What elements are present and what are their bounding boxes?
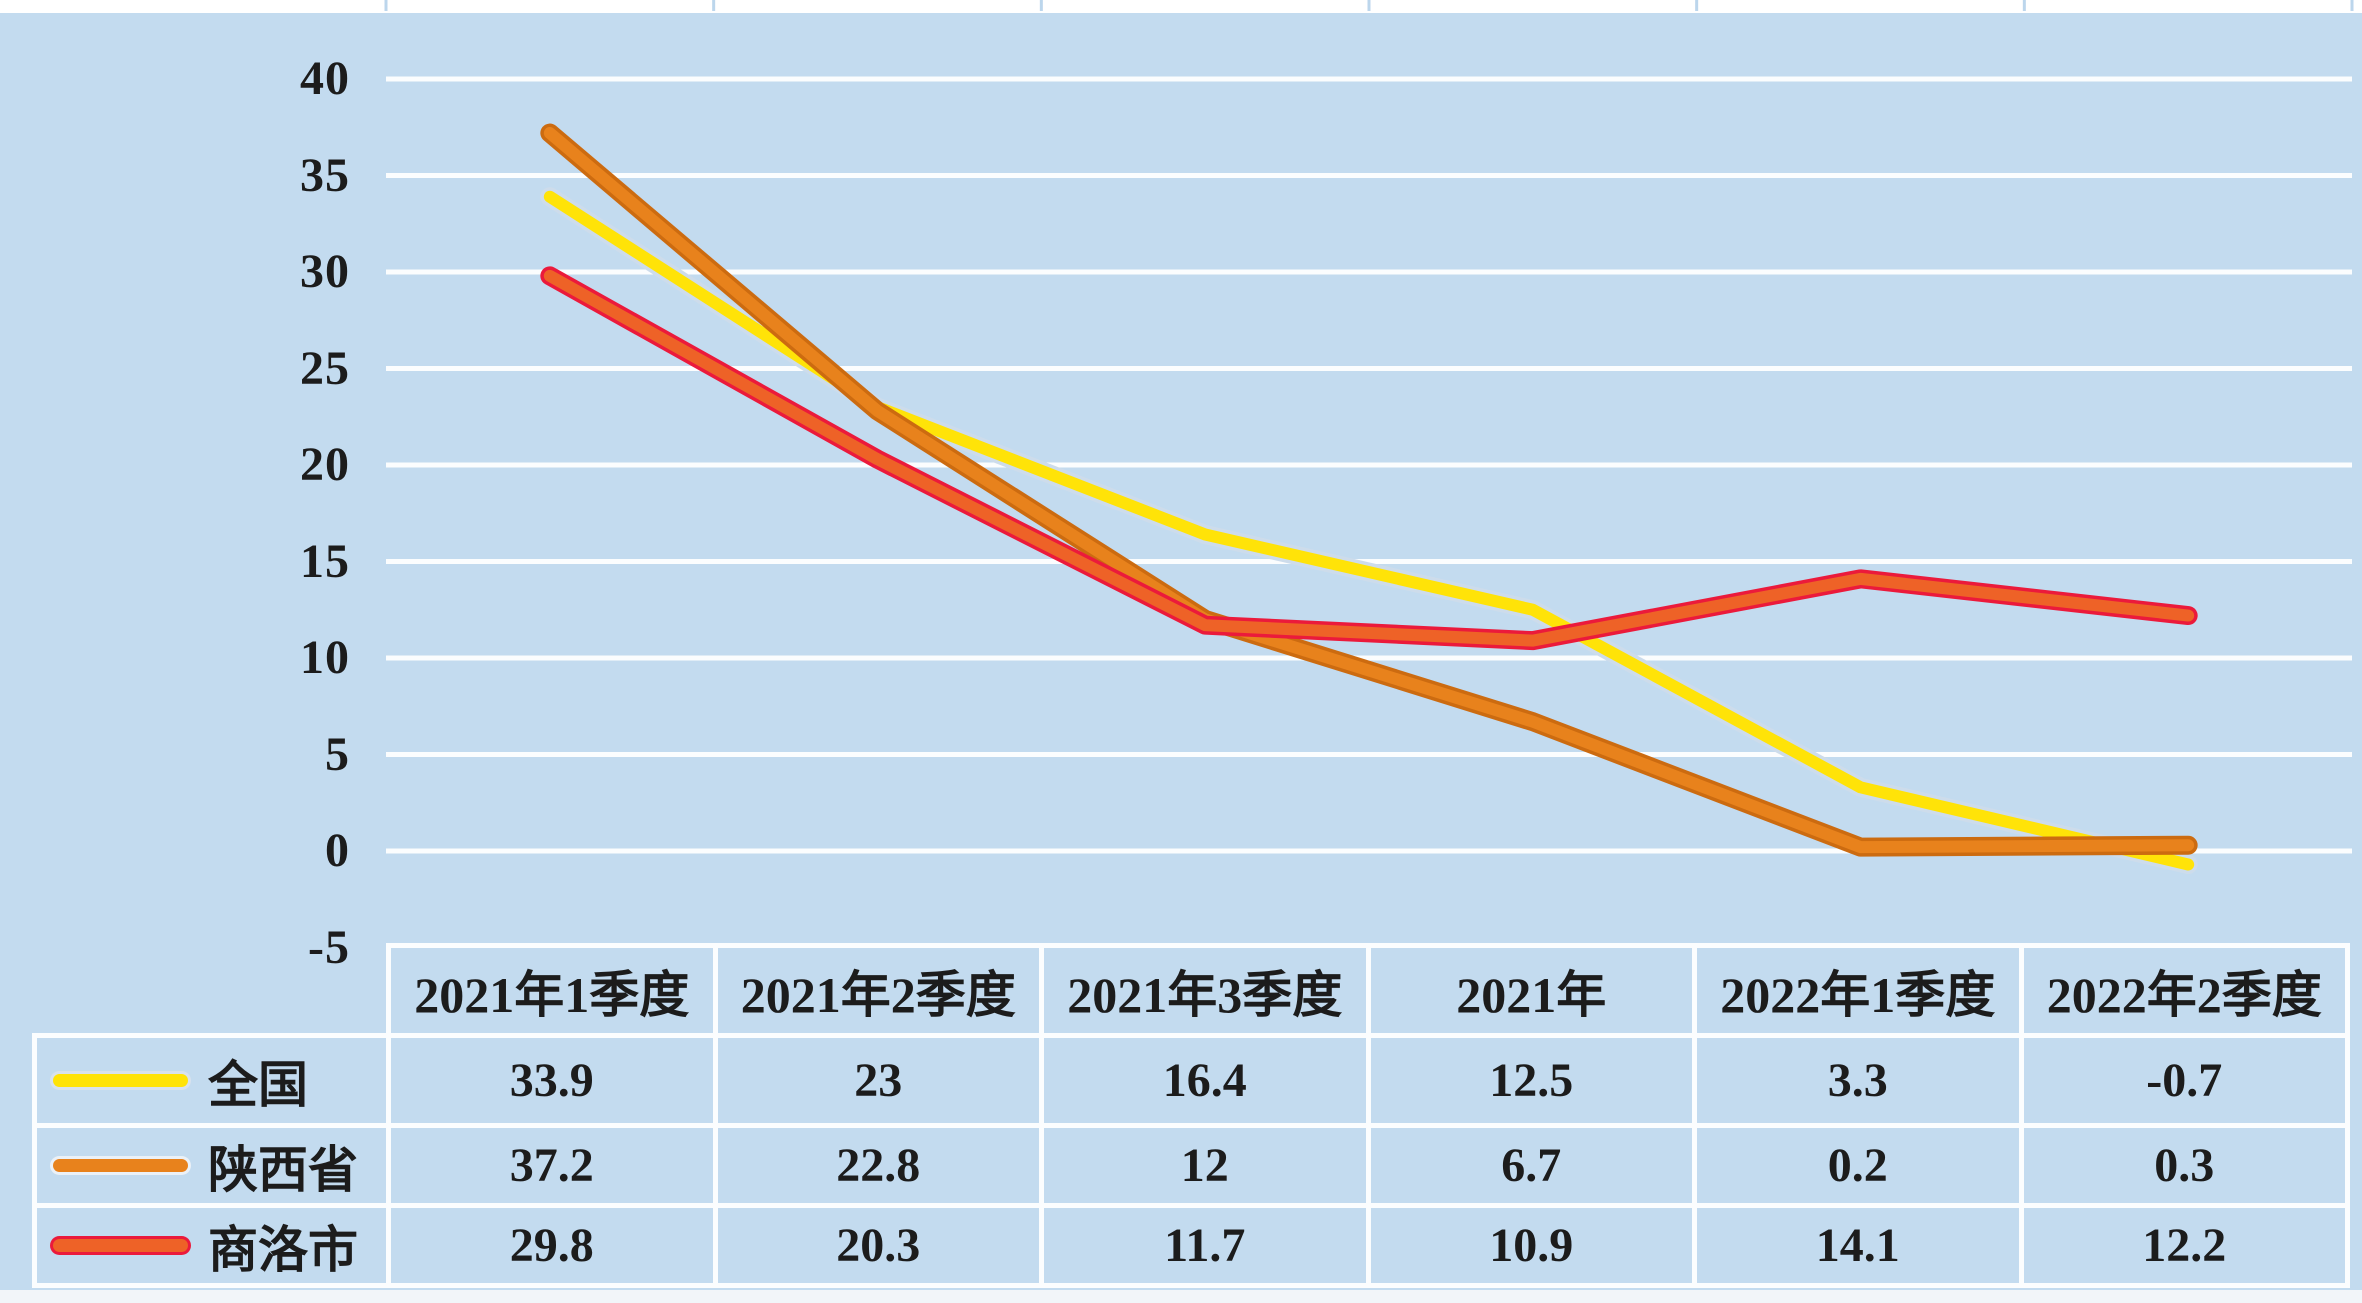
table-corner-empty: [35, 946, 389, 1036]
y-axis-tick-label: 30: [300, 245, 350, 298]
y-axis-tick-label: 40: [300, 52, 350, 105]
legend-swatch-shangluo: [53, 1239, 188, 1252]
legend-cell: 陕西省: [32, 1123, 391, 1208]
legend-label-shaanxi: 陕西省: [208, 1141, 358, 1198]
table-cell: 11.7: [1039, 1203, 1371, 1288]
table-cell: 37.2: [386, 1123, 718, 1208]
data-table: 2021年1季度 2021年2季度 2021年3季度 2021年 2022年1季…: [32, 943, 2350, 1288]
y-axis-tick-label: 35: [300, 148, 350, 202]
table-cell: 0.3: [2018, 1123, 2350, 1208]
legend-label-national: 全国: [208, 1056, 308, 1113]
table-header-cell: 2021年3季度: [1039, 943, 1371, 1038]
table-cell: 3.3: [1692, 1033, 2024, 1128]
top-edge-strip: [0, 0, 2362, 13]
table-cell: 10.9: [1365, 1203, 1697, 1288]
table-header-cell: 2021年: [1365, 943, 1697, 1038]
table-cell: 14.1: [1692, 1203, 2024, 1288]
table-header-cell: 2022年1季度: [1692, 943, 2024, 1038]
table-header-cell: 2021年1季度: [386, 943, 718, 1038]
bottom-edge-strip: [0, 1290, 2362, 1303]
table-cell: 12.5: [1365, 1033, 1697, 1128]
y-axis-tick-label: 0: [325, 824, 350, 877]
table-header-row: 2021年1季度 2021年2季度 2021年3季度 2021年 2022年1季…: [35, 943, 2350, 1038]
y-axis-tick-label: 5: [325, 727, 350, 781]
y-axis-tick-label: 15: [300, 534, 350, 588]
table-row: 全国 33.9 23 16.4 12.5 3.3 -0.7: [32, 1033, 2350, 1128]
table-cell: 6.7: [1365, 1123, 1697, 1208]
table-header-cell: 2021年2季度: [712, 943, 1044, 1038]
table-cell: 22.8: [712, 1123, 1044, 1208]
legend-label-shangluo: 商洛市: [208, 1221, 358, 1278]
table-cell: 12.2: [2018, 1203, 2350, 1288]
y-axis-tick-label: 10: [300, 631, 350, 684]
table-row: 商洛市 29.8 20.3 11.7 10.9 14.1 12.2: [32, 1203, 2350, 1288]
table-cell: 16.4: [1039, 1033, 1371, 1128]
table-cell: 33.9: [386, 1033, 718, 1128]
table-row: 陕西省 37.2 22.8 12 6.7 0.2 0.3: [32, 1123, 2350, 1208]
table-cell: -0.7: [2018, 1033, 2350, 1128]
table-cell: 23: [712, 1033, 1044, 1128]
legend-swatch-national: [53, 1074, 188, 1087]
y-axis-tick-label: 25: [300, 341, 350, 395]
table-cell: 0.2: [1692, 1123, 2024, 1208]
table-cell: 20.3: [712, 1203, 1044, 1288]
y-axis-tick-label: -5: [308, 920, 350, 974]
legend-cell: 全国: [32, 1033, 391, 1128]
table-cell: 29.8: [386, 1203, 718, 1288]
legend-cell: 商洛市: [32, 1203, 391, 1288]
table-cell: 12: [1039, 1123, 1371, 1208]
y-axis-tick-label: 20: [300, 438, 350, 491]
legend-swatch-shaanxi: [53, 1159, 188, 1172]
table-header-cell: 2022年2季度: [2018, 943, 2350, 1038]
